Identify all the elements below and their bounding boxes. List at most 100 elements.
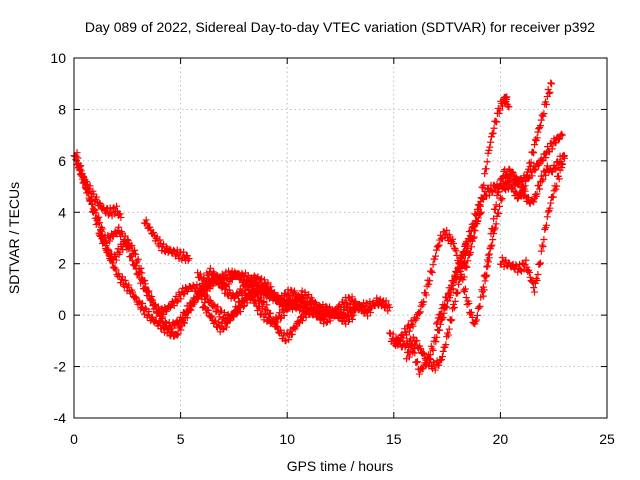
data-point (490, 215, 498, 223)
data-point (237, 288, 245, 296)
data-point (491, 205, 499, 213)
series-track-2 (72, 149, 357, 328)
data-point (165, 324, 173, 332)
data-point (170, 302, 178, 310)
data-point (134, 255, 142, 263)
series-track-9 (386, 130, 566, 374)
data-point (525, 268, 533, 276)
data-point (86, 182, 94, 190)
data-point (145, 308, 153, 316)
data-point (252, 297, 260, 305)
data-point (135, 297, 143, 305)
data-point (333, 307, 341, 315)
data-point (409, 333, 417, 341)
data-point (311, 298, 319, 306)
data-point (294, 292, 302, 300)
data-point (254, 307, 262, 315)
data-point (507, 176, 515, 184)
data-point (549, 193, 557, 201)
data-point (453, 267, 461, 275)
data-point (454, 288, 462, 296)
data-point (270, 288, 278, 296)
data-point (441, 302, 449, 310)
data-point (173, 298, 181, 306)
data-point (470, 226, 478, 234)
data-point (537, 247, 545, 255)
data-point (474, 217, 482, 225)
data-point (155, 307, 163, 315)
data-point (179, 315, 187, 323)
data-point (266, 309, 274, 317)
data-point (158, 315, 166, 323)
data-point (439, 347, 447, 355)
data-point (444, 331, 452, 339)
chart-title: Day 089 of 2022, Sidereal Day-to-day VTE… (85, 19, 595, 35)
data-point (417, 345, 425, 353)
series-track-12 (460, 93, 513, 281)
data-point (530, 198, 538, 206)
data-point (288, 330, 296, 338)
data-point (520, 185, 528, 193)
x-axis-label: GPS time / hours (287, 458, 394, 474)
data-point (547, 199, 555, 207)
data-point (329, 312, 337, 320)
data-point (435, 361, 443, 369)
data-point (413, 337, 421, 345)
data-point (486, 244, 494, 252)
data-point (548, 145, 556, 153)
data-point (417, 302, 425, 310)
data-point (120, 236, 128, 244)
data-point (285, 336, 293, 344)
data-point (131, 293, 139, 301)
data-point (139, 276, 147, 284)
data-point (453, 289, 461, 297)
data-point (490, 124, 498, 132)
data-point (468, 313, 476, 321)
data-point (425, 355, 433, 363)
data-point (509, 181, 517, 189)
data-point (210, 301, 218, 309)
data-point (236, 303, 244, 311)
data-point (152, 303, 160, 311)
data-point (474, 214, 482, 222)
data-point (330, 311, 338, 319)
data-point (492, 117, 500, 125)
data-point (117, 213, 125, 221)
y-tick-label: -4 (54, 410, 67, 426)
data-point (449, 235, 457, 243)
data-point (498, 254, 506, 262)
x-tick-label: 0 (70, 431, 78, 447)
data-point (85, 185, 93, 193)
data-point (412, 316, 420, 324)
y-tick-label: 8 (58, 101, 66, 117)
data-point (142, 216, 150, 224)
data-point (274, 318, 282, 326)
data-point (542, 100, 550, 108)
data-point (451, 297, 459, 305)
data-point (431, 366, 439, 374)
y-tick-label: 0 (58, 307, 66, 323)
data-point (540, 110, 548, 118)
data-point (503, 168, 511, 176)
data-point (480, 286, 488, 294)
data-point (183, 314, 191, 322)
data-point (460, 273, 468, 281)
data-point (186, 305, 194, 313)
data-point (156, 236, 164, 244)
data-point (522, 256, 530, 264)
data-point (322, 318, 330, 326)
data-point (206, 297, 214, 305)
data-point (426, 351, 434, 359)
data-point (526, 273, 534, 281)
data-point (386, 303, 394, 311)
data-point (515, 177, 523, 185)
series-track-4 (96, 223, 327, 345)
y-tick-label: 4 (58, 204, 66, 220)
data-point (450, 278, 458, 286)
data-point (428, 268, 436, 276)
data-point (190, 300, 198, 308)
series-track-6 (194, 264, 374, 328)
data-point (536, 185, 544, 193)
data-point (487, 133, 495, 141)
